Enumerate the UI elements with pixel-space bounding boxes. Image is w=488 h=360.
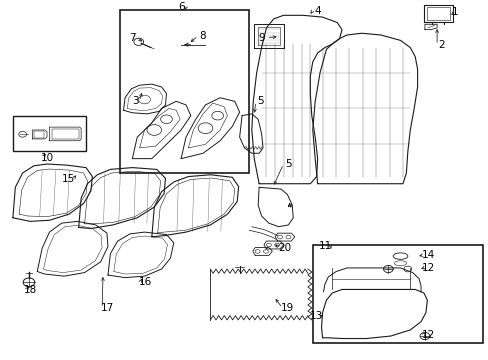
- Text: 16: 16: [138, 277, 151, 287]
- Text: 1: 1: [451, 7, 458, 17]
- Text: 20: 20: [277, 243, 290, 252]
- Text: 2: 2: [438, 40, 445, 50]
- Text: 4: 4: [314, 6, 320, 15]
- Bar: [13, 116, 86, 152]
- Bar: [312, 245, 483, 343]
- Text: 8: 8: [199, 31, 206, 41]
- Text: 9: 9: [258, 32, 264, 42]
- Text: 13: 13: [309, 311, 323, 321]
- Text: 18: 18: [24, 285, 38, 295]
- Text: 14: 14: [421, 250, 434, 260]
- Text: 7: 7: [129, 33, 135, 43]
- Text: 12: 12: [421, 330, 434, 340]
- Text: 12: 12: [421, 263, 434, 273]
- Text: 17: 17: [100, 303, 113, 313]
- Text: 19: 19: [280, 303, 293, 313]
- Text: 5: 5: [285, 159, 291, 169]
- Text: 11: 11: [318, 241, 331, 251]
- Bar: [120, 10, 249, 173]
- Text: 15: 15: [61, 175, 75, 184]
- Text: 3: 3: [132, 96, 138, 106]
- Text: 10: 10: [41, 153, 54, 163]
- Text: 5: 5: [257, 96, 264, 106]
- Text: 6: 6: [178, 2, 184, 12]
